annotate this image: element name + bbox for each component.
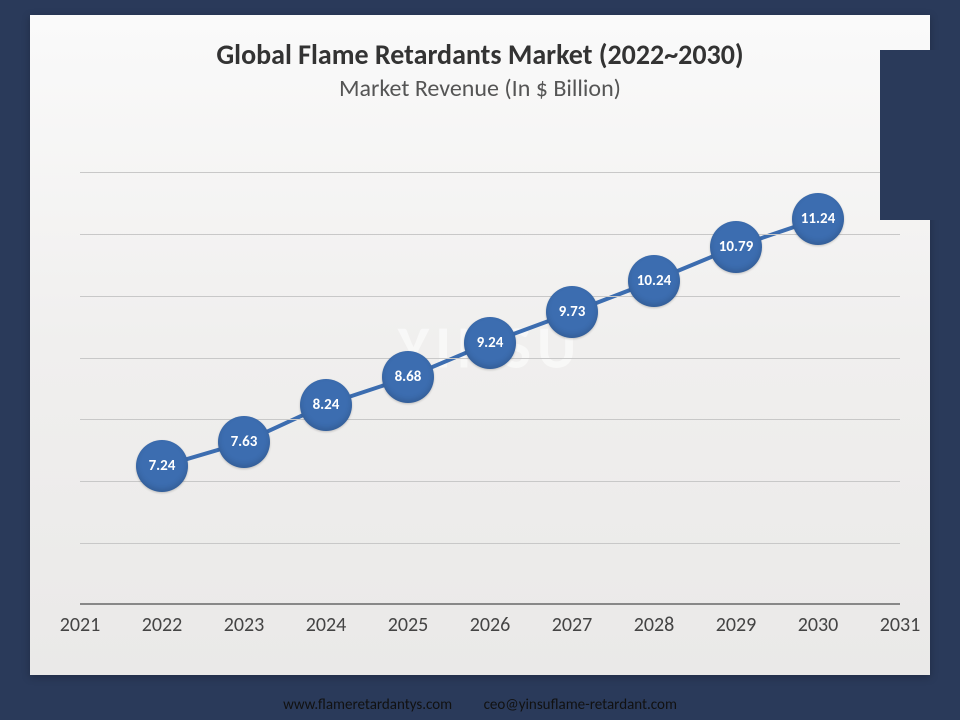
- x-tick-label: 2021: [60, 613, 101, 637]
- gridline: [80, 234, 900, 235]
- footer-email: ceo@yinsuflame-retardant.com: [484, 696, 677, 714]
- gridline: [80, 419, 900, 420]
- x-axis-line: [80, 603, 900, 605]
- data-marker-label: 11.24: [801, 210, 835, 228]
- x-tick-label: 2026: [470, 613, 511, 637]
- x-axis-labels: 2021202220232024202520262027202820292030…: [80, 613, 900, 643]
- footer-website: www.flameretardantys.com: [283, 696, 452, 714]
- gridline: [80, 296, 900, 297]
- x-tick-label: 2027: [552, 613, 593, 637]
- data-marker: 7.24: [136, 440, 188, 492]
- x-tick-label: 2022: [142, 613, 183, 637]
- x-tick-label: 2029: [716, 613, 757, 637]
- data-marker: 10.24: [628, 255, 680, 307]
- x-tick-label: 2023: [224, 613, 265, 637]
- data-marker: 9.73: [546, 286, 598, 338]
- gridline: [80, 481, 900, 482]
- x-tick-label: 2031: [880, 613, 921, 637]
- data-marker: 9.24: [464, 317, 516, 369]
- chart-subtitle: Market Revenue (In $ Billion): [30, 74, 930, 103]
- data-marker-label: 9.73: [559, 303, 586, 321]
- data-marker: 7.63: [218, 416, 270, 468]
- plot-area: YINSU 7.247.638.248.689.249.7310.2410.79…: [80, 110, 900, 605]
- data-marker-label: 7.24: [149, 457, 176, 475]
- accent-block: [880, 50, 960, 220]
- data-marker-label: 9.24: [477, 334, 504, 352]
- chart-card: Global Flame Retardants Market (2022~203…: [30, 15, 930, 675]
- gridline: [80, 172, 900, 173]
- x-tick-label: 2024: [306, 613, 347, 637]
- data-marker-label: 8.68: [395, 368, 422, 386]
- data-marker-label: 10.79: [719, 238, 753, 256]
- data-marker-label: 8.24: [313, 396, 340, 414]
- data-marker: 8.68: [382, 351, 434, 403]
- data-marker: 8.24: [300, 379, 352, 431]
- x-tick-label: 2028: [634, 613, 675, 637]
- data-marker-label: 10.24: [637, 272, 671, 290]
- footer: www.flameretardantys.com ceo@yinsuflame-…: [0, 696, 960, 714]
- gridline: [80, 543, 900, 544]
- data-marker: 11.24: [792, 193, 844, 245]
- chart-title: Global Flame Retardants Market (2022~203…: [30, 37, 930, 72]
- x-tick-label: 2025: [388, 613, 429, 637]
- x-tick-label: 2030: [798, 613, 839, 637]
- data-marker: 10.79: [710, 221, 762, 273]
- data-marker-label: 7.63: [231, 433, 258, 451]
